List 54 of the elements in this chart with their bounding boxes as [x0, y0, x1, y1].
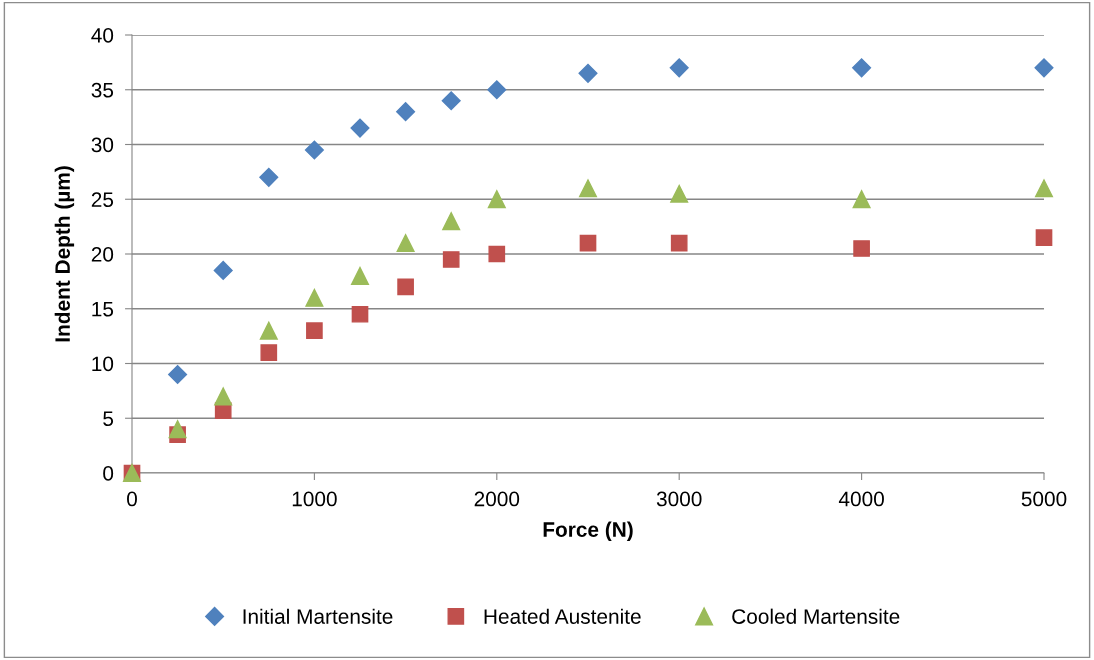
point: [852, 58, 872, 78]
point: [305, 288, 324, 307]
point: [442, 251, 460, 268]
point: [669, 58, 689, 78]
point: [396, 102, 416, 122]
point: [1035, 229, 1053, 246]
legend-label: Cooled Martensite: [732, 608, 900, 624]
point: [442, 212, 461, 231]
point: [168, 420, 187, 439]
point: [168, 364, 188, 384]
x-tick-label: 3000: [656, 491, 702, 507]
point: [670, 234, 688, 252]
y-axis-title: Indent Depth (µm): [54, 166, 75, 342]
point: [259, 167, 279, 187]
y-tick-label: 5: [103, 411, 114, 426]
point: [213, 260, 233, 280]
x-tick-label: 1000: [292, 491, 337, 507]
point: [853, 240, 870, 257]
point: [670, 184, 689, 203]
point: [488, 245, 506, 263]
y-tick-label: 35: [91, 82, 114, 98]
point: [260, 344, 278, 361]
y-tick-label: 30: [91, 137, 114, 153]
y-tick-label: 10: [92, 356, 114, 372]
point: [441, 91, 461, 111]
y-tick-label: 15: [92, 301, 114, 317]
point: [306, 322, 323, 339]
point: [1034, 58, 1054, 78]
point: [578, 179, 598, 198]
x-tick-label: 2000: [474, 491, 520, 507]
y-tick-label: 25: [91, 192, 114, 207]
point: [214, 387, 233, 406]
point: [1034, 179, 1054, 198]
point: [487, 80, 507, 100]
x-axis-title: Force (N): [543, 521, 633, 542]
point: [351, 305, 369, 323]
y-tick-label: 0: [103, 466, 114, 481]
x-tick-label: 0: [127, 491, 137, 507]
point: [304, 140, 324, 160]
point: [350, 266, 370, 285]
x-tick-label: 4000: [838, 491, 884, 507]
point: [487, 190, 506, 209]
point: [259, 321, 278, 340]
legend-label: Initial Martensite: [243, 608, 393, 624]
point: [579, 234, 597, 252]
y-tick-label: 20: [91, 247, 114, 262]
legend-label: Heated Austenite: [484, 608, 641, 624]
y-tick-label: 40: [91, 28, 114, 43]
x-tick-label: 5000: [1021, 491, 1067, 507]
point: [396, 234, 415, 253]
point: [397, 278, 414, 296]
point: [350, 118, 370, 138]
point: [852, 190, 871, 209]
point: [578, 63, 598, 83]
